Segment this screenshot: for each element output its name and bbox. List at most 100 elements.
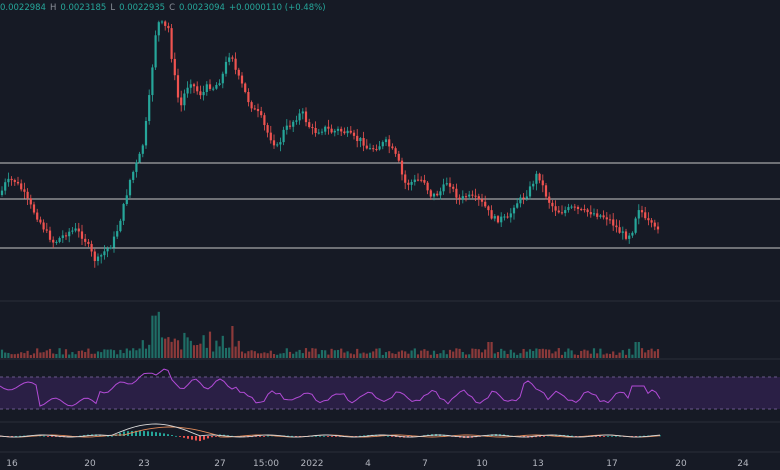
volume-bar xyxy=(365,353,368,358)
candle-body xyxy=(276,144,279,146)
volume-bar xyxy=(349,353,352,358)
volume-bar xyxy=(362,352,365,358)
candle-body xyxy=(237,69,240,76)
low-value: 0.0022935 xyxy=(119,3,166,13)
candle-body xyxy=(282,129,285,143)
candle-body xyxy=(292,121,295,127)
candle-body xyxy=(429,190,432,197)
candle-body xyxy=(215,84,218,89)
candle-body xyxy=(615,225,618,228)
volume-bar xyxy=(279,353,282,358)
volume-bar xyxy=(375,348,378,358)
volume-bar xyxy=(336,349,340,358)
volume-bar xyxy=(439,353,442,358)
candle-body xyxy=(77,228,80,232)
volume-bar xyxy=(612,351,615,358)
candle-body xyxy=(631,232,634,236)
macd-histogram-bar xyxy=(575,436,577,437)
volume-bar xyxy=(295,351,298,358)
time-axis-label: 15:00 xyxy=(253,459,279,469)
volume-bar xyxy=(119,349,122,358)
candle-body xyxy=(157,22,160,36)
volume-bar xyxy=(397,351,400,358)
macd-histogram-bar xyxy=(51,436,53,437)
volume-bar xyxy=(480,352,484,358)
volume-bar xyxy=(640,348,644,358)
volume-bar xyxy=(324,350,327,358)
candle-body xyxy=(589,212,592,215)
macd-histogram-bar xyxy=(11,436,13,437)
candle-body xyxy=(116,231,119,237)
volume-bar xyxy=(48,348,52,358)
volume-bar xyxy=(500,348,503,358)
candle-body xyxy=(96,256,100,262)
volume-bar xyxy=(346,351,349,358)
volume-bar xyxy=(378,348,381,358)
macd-histogram-bar xyxy=(151,431,153,436)
volume-bar xyxy=(394,353,397,358)
volume-bar xyxy=(548,349,551,358)
candle-body xyxy=(586,209,589,213)
close-label: C xyxy=(169,3,175,13)
volume-bar xyxy=(234,346,237,358)
macd-histogram-bar xyxy=(179,436,181,437)
candle-body xyxy=(26,191,29,199)
macd-histogram-bar xyxy=(395,436,397,438)
candle-body xyxy=(10,178,13,181)
candle-body xyxy=(93,251,96,262)
volume-bar xyxy=(621,350,624,358)
candle-body xyxy=(32,204,36,213)
candle-body xyxy=(596,213,599,217)
macd-histogram-bar xyxy=(163,433,165,436)
macd-histogram-bar xyxy=(335,436,337,437)
macd-histogram-bar xyxy=(603,436,605,437)
volume-bar xyxy=(231,326,234,358)
macd-histogram-bar xyxy=(207,436,209,439)
candle-body xyxy=(528,186,532,197)
volume-bar xyxy=(605,353,608,358)
macd-histogram-bar xyxy=(391,436,393,437)
candle-body xyxy=(279,142,282,145)
candle-body xyxy=(109,247,112,249)
volume-bar xyxy=(410,350,413,358)
candle-body xyxy=(599,215,602,217)
candle-body xyxy=(39,219,42,223)
volume-bar xyxy=(288,351,292,358)
candle-body xyxy=(311,127,314,129)
macd-histogram-bar xyxy=(331,436,333,437)
candle-body xyxy=(250,102,253,109)
candle-body xyxy=(13,180,16,182)
candle-body xyxy=(244,83,247,92)
macd-histogram-bar xyxy=(619,435,621,437)
macd-histogram-bar xyxy=(295,436,297,437)
volume-bar xyxy=(116,354,119,358)
time-axis-label: 13 xyxy=(532,459,543,469)
candle-body xyxy=(436,193,439,196)
macd-histogram-bar xyxy=(111,435,113,437)
candle-body xyxy=(608,219,612,221)
candle-body xyxy=(132,171,135,180)
candle-body xyxy=(170,28,173,59)
candle-body xyxy=(42,222,45,230)
macd-histogram-bar xyxy=(263,436,265,437)
candle-body xyxy=(506,216,509,218)
candle-body xyxy=(580,209,583,211)
volume-bar xyxy=(285,348,288,358)
time-axis-label: 2022 xyxy=(301,459,324,469)
volume-bar xyxy=(202,335,205,358)
volume-bar xyxy=(477,349,480,358)
volume-bar xyxy=(205,347,208,358)
macd-histogram-bar xyxy=(67,436,69,438)
candle-body xyxy=(58,238,61,242)
time-axis-label: 10 xyxy=(476,459,488,469)
candle-body xyxy=(55,241,58,243)
volume-bar xyxy=(263,352,266,358)
candle-body xyxy=(199,91,202,96)
volume-bar xyxy=(461,351,464,358)
candle-body xyxy=(404,174,407,183)
candle-body xyxy=(647,218,650,221)
candle-body xyxy=(336,128,340,131)
candle-body xyxy=(464,196,468,198)
